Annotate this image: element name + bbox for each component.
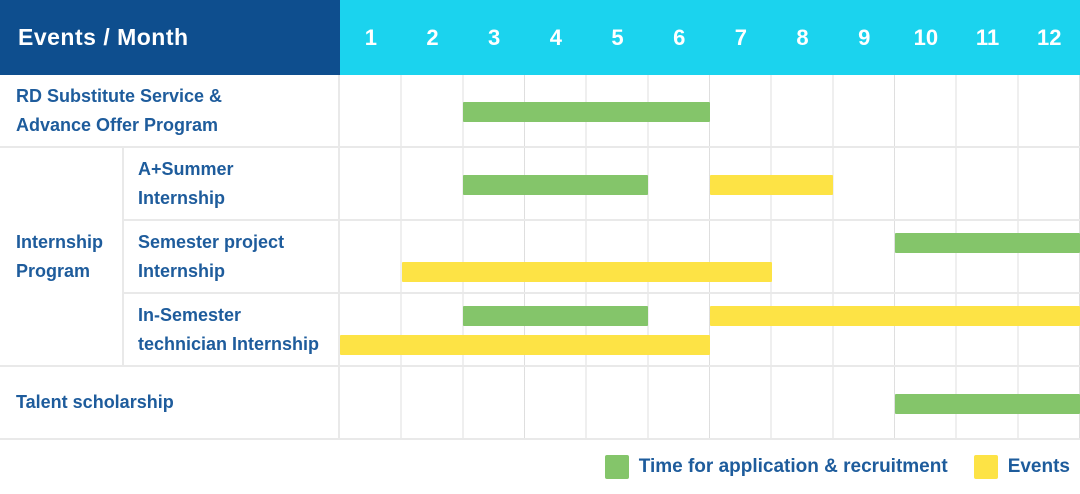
row-label-rd-substitute: RD Substitute Service & Advance Offer Pr… [0, 75, 340, 146]
legend: Time for application & recruitment Event… [0, 440, 1080, 494]
table-row-a-summer: A+Summer Internship [124, 148, 1080, 221]
month-header-cell-8: 8 [796, 24, 809, 50]
row-label-semester-project: Semester project Internship [124, 221, 340, 292]
month-header-cell-5: 5 [611, 24, 624, 50]
header-row: Events / Month 1 2 3 4 5 6 7 8 9 10 11 1… [0, 0, 1080, 75]
gantt-bar-application [463, 306, 649, 326]
legend-item-application: Time for application & recruitment [604, 455, 948, 479]
row-label-a-summer: A+Summer Internship [124, 148, 340, 219]
row-label-in-semester: In-Semester technician Internship [124, 294, 340, 365]
table-row-rd-substitute: RD Substitute Service & Advance Offer Pr… [0, 75, 1080, 148]
gantt-bar-application [895, 394, 1080, 414]
month-header: 1 2 3 4 5 6 7 8 9 10 11 12 [340, 0, 1080, 75]
gantt-bar-application [463, 175, 649, 195]
table-row-in-semester: In-Semester technician Internship [124, 294, 1080, 365]
table-row-talent-scholarship: Talent scholarship [0, 367, 1080, 440]
gantt-bar-event [710, 175, 834, 195]
month-header-cell-3: 3 [488, 24, 501, 50]
event-color-swatch [973, 455, 998, 479]
timeline-a-summer [340, 148, 1080, 219]
gantt-bar-event [710, 306, 1080, 326]
timeline-semester-project [340, 221, 1080, 292]
month-header-cell-1: 1 [364, 24, 377, 50]
month-header-cell-4: 4 [549, 24, 562, 50]
header-title: Events / Month [0, 0, 340, 75]
application-color-swatch [604, 455, 629, 479]
month-header-cell-6: 6 [673, 24, 686, 50]
timeline-talent-scholarship [340, 367, 1080, 438]
row-label-talent-scholarship: Talent scholarship [0, 367, 340, 438]
gantt-bar-application [463, 102, 710, 122]
legend-label-events: Events [1007, 456, 1070, 477]
internship-program-group: Internship Program A+Summer Internship S… [0, 148, 1080, 367]
timeline-rd-substitute [340, 75, 1080, 146]
month-header-cell-10: 10 [913, 24, 939, 50]
month-header-cell-12: 12 [1036, 24, 1062, 50]
legend-item-events: Events [973, 455, 1070, 479]
month-header-cell-2: 2 [426, 24, 439, 50]
gantt-bar-application [895, 233, 1080, 253]
month-header-cell-11: 11 [975, 24, 1000, 50]
month-header-cell-7: 7 [734, 24, 747, 50]
group-label-internship-program: Internship Program [0, 148, 124, 365]
timeline-in-semester [340, 294, 1080, 365]
table-row-semester-project: Semester project Internship [124, 221, 1080, 294]
gantt-bar-event [401, 262, 772, 282]
internship-program-subrows: A+Summer Internship Semester project Int… [124, 148, 1080, 365]
month-header-cell-9: 9 [858, 24, 871, 50]
gantt-bar-event [340, 335, 710, 355]
legend-label-application: Time for application & recruitment [638, 456, 948, 477]
